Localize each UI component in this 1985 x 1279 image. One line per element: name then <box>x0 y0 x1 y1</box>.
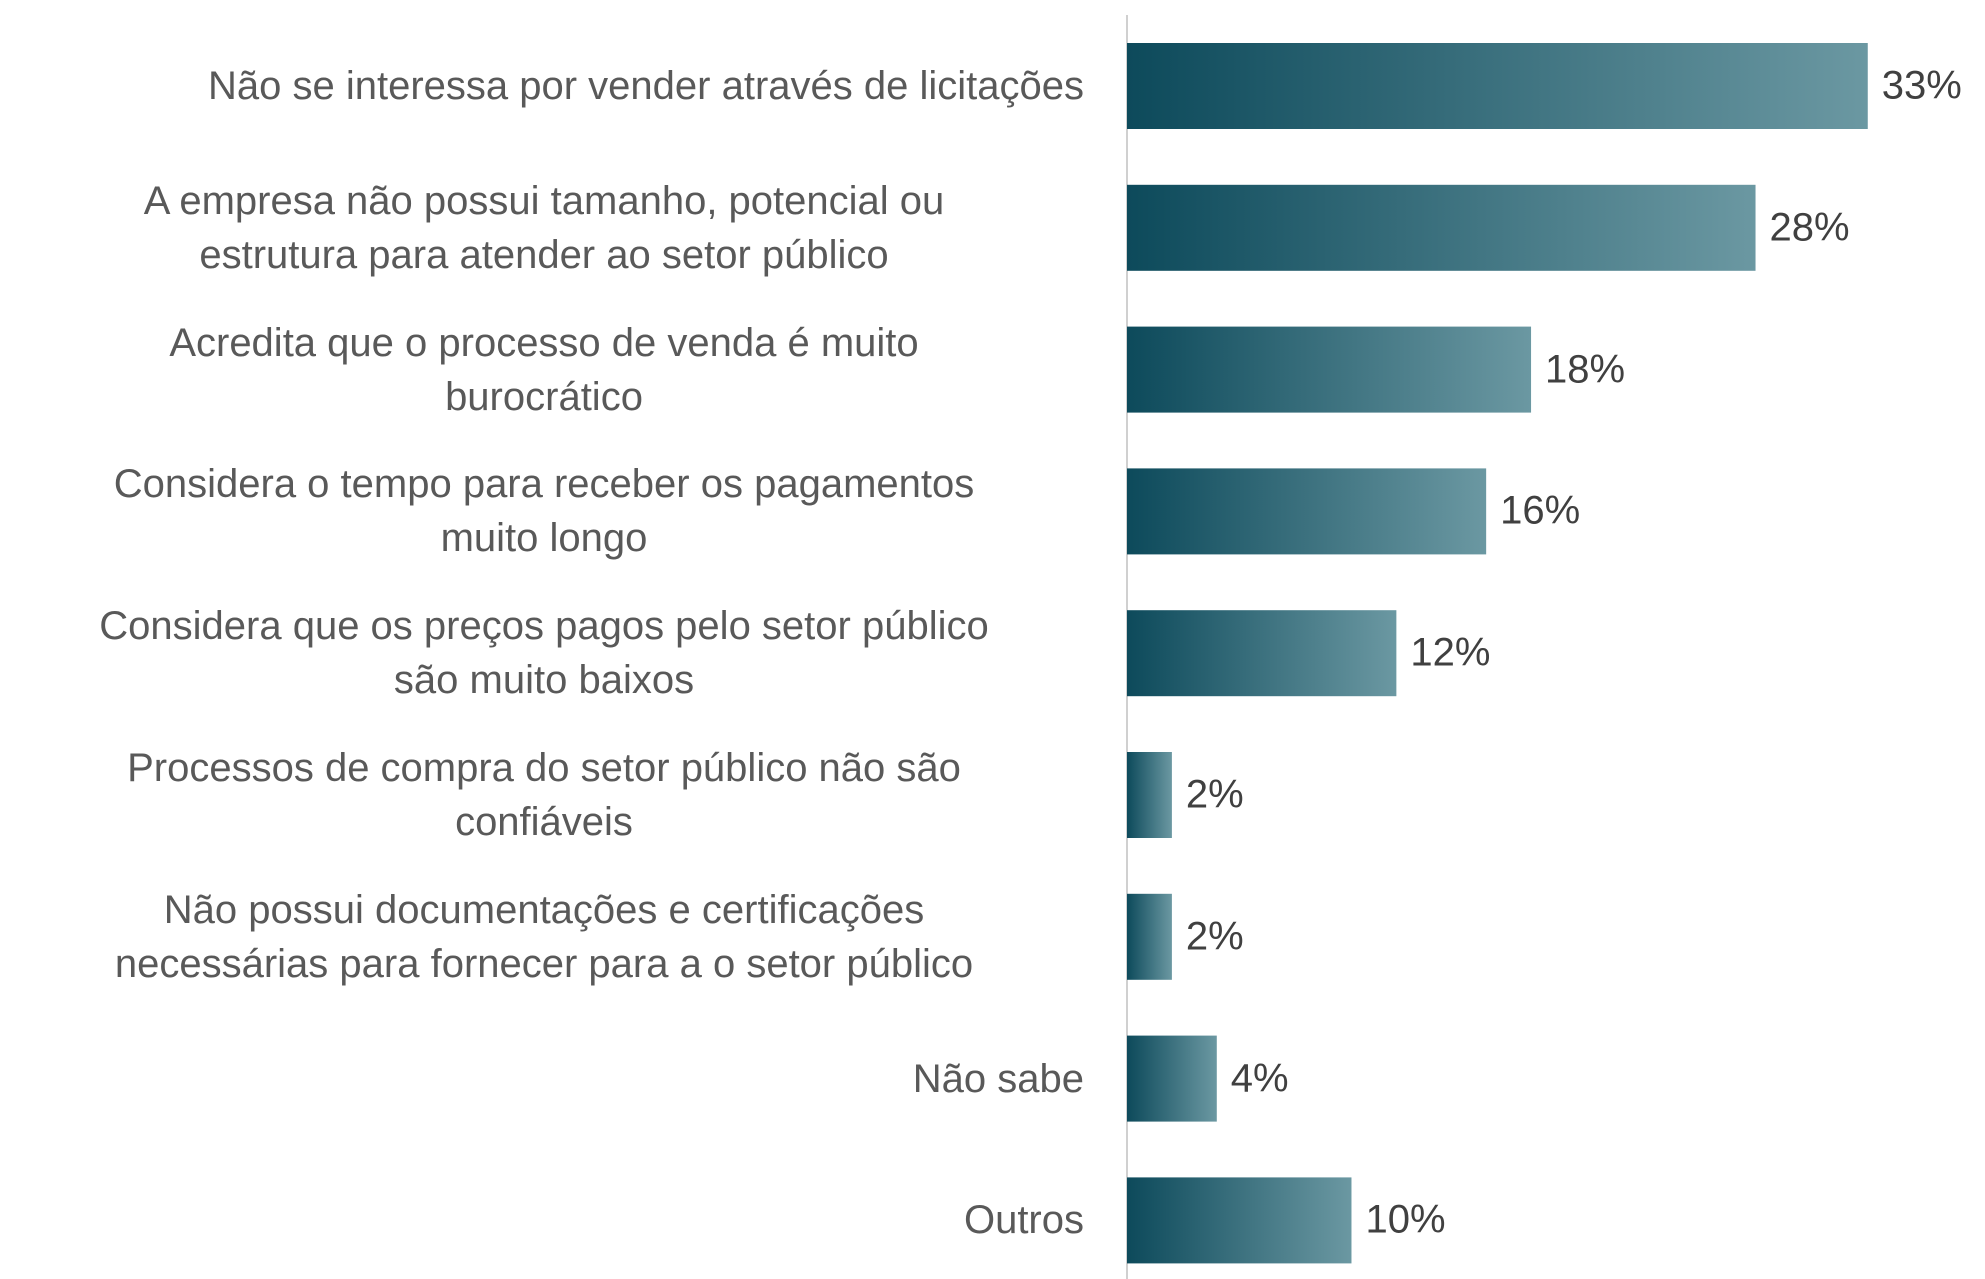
value-label: 10% <box>1365 1197 1446 1242</box>
category-label: Considera que os preços pagos pelo setor… <box>99 604 989 703</box>
bar <box>1127 184 1756 271</box>
value-label: 33% <box>1881 63 1962 108</box>
category-label: Acredita que o processo de venda é muito… <box>169 320 919 419</box>
category-label: A empresa não possui tamanho, potencial … <box>143 178 945 277</box>
value-label: 28% <box>1769 205 1850 250</box>
bar <box>1127 43 1868 129</box>
bar <box>1127 468 1487 555</box>
bar <box>1127 752 1172 838</box>
value-label: 4% <box>1230 1056 1289 1101</box>
bar <box>1127 326 1532 413</box>
value-label: 12% <box>1410 630 1491 675</box>
category-label: Outros <box>963 1198 1084 1243</box>
category-label: Não se interessa por vender através de l… <box>207 64 1084 108</box>
category-label: Não sabe <box>912 1056 1084 1101</box>
bar <box>1127 610 1397 697</box>
bar <box>1127 893 1172 980</box>
category-label: Processos de compra do setor público não… <box>127 746 961 844</box>
value-label: 18% <box>1545 347 1626 392</box>
value-label: 2% <box>1185 914 1244 959</box>
value-label: 16% <box>1500 488 1581 533</box>
category-label: Não possui documentações e certificações… <box>114 887 974 986</box>
bar <box>1127 1035 1217 1122</box>
value-label: 2% <box>1185 772 1244 817</box>
bar <box>1127 1177 1352 1264</box>
category-label: Considera o tempo para receber os pagame… <box>113 462 975 561</box>
